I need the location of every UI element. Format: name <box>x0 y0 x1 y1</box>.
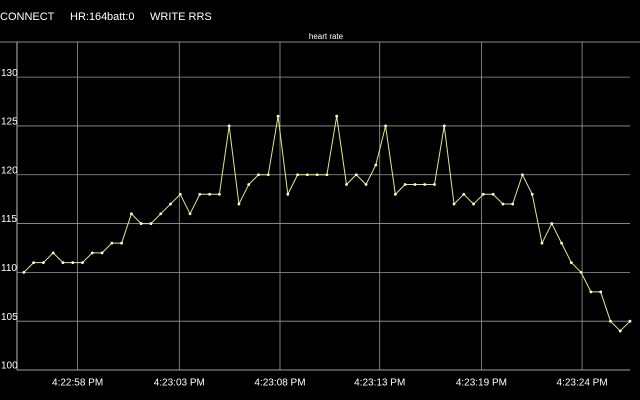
y-tick-label: 125 <box>1 117 18 128</box>
data-point <box>237 202 241 206</box>
heart-rate-label: HR:164 <box>70 11 107 23</box>
data-point <box>32 261 36 265</box>
data-point <box>227 124 231 128</box>
data-point <box>266 173 270 177</box>
data-point <box>403 183 407 186</box>
x-tick-label: 4:23:08 PM <box>254 378 305 389</box>
chart-title: heart rate <box>309 32 344 41</box>
data-point <box>472 202 475 206</box>
data-point <box>501 202 505 206</box>
y-tick-label: 100 <box>1 361 18 372</box>
data-point <box>442 124 446 128</box>
data-point <box>560 241 563 245</box>
data-point <box>169 202 172 206</box>
data-point <box>393 192 397 196</box>
battery-label: batt:0 <box>107 11 135 23</box>
data-point <box>305 173 309 177</box>
data-point <box>286 192 290 196</box>
x-tick-label: 4:23:24 PM <box>557 378 608 389</box>
data-point <box>276 114 280 118</box>
data-point <box>462 192 466 196</box>
data-point <box>149 222 153 225</box>
data-point <box>71 261 75 265</box>
data-point <box>589 290 593 294</box>
x-tick-label: 4:22:58 PM <box>52 378 103 389</box>
x-tick-label: 4:23:03 PM <box>154 378 205 389</box>
data-point <box>413 183 417 186</box>
data-point <box>90 251 94 255</box>
data-point <box>374 163 378 167</box>
data-point <box>521 173 524 177</box>
data-point <box>345 183 348 186</box>
y-tick-label: 110 <box>1 263 17 274</box>
data-point <box>354 173 358 177</box>
data-point <box>325 173 329 177</box>
y-tick-label: 130 <box>1 68 18 79</box>
data-point <box>423 183 427 186</box>
data-point <box>257 173 260 177</box>
data-point <box>129 212 133 216</box>
data-point <box>481 192 485 196</box>
data-point <box>296 173 299 177</box>
data-point <box>217 192 221 196</box>
data-point <box>247 183 251 186</box>
data-point <box>110 241 114 245</box>
data-point <box>188 212 192 216</box>
y-tick-label: 115 <box>1 214 17 225</box>
data-point <box>609 319 612 323</box>
data-point <box>208 192 212 196</box>
data-point <box>579 270 583 274</box>
data-point <box>335 114 339 118</box>
data-point <box>139 222 143 225</box>
data-point <box>628 319 632 323</box>
data-point <box>100 251 104 255</box>
data-point <box>198 192 202 196</box>
data-point <box>159 212 163 216</box>
data-point <box>81 261 84 265</box>
data-point <box>51 251 55 255</box>
data-point <box>540 241 544 245</box>
data-point <box>491 192 495 196</box>
data-point <box>618 329 622 333</box>
data-point <box>452 202 456 206</box>
data-point <box>315 173 319 177</box>
data-point <box>61 261 65 265</box>
data-point <box>384 124 387 128</box>
data-point <box>120 241 124 245</box>
data-point <box>364 183 368 186</box>
data-point <box>178 192 182 196</box>
data-point <box>599 290 603 294</box>
x-tick-label: 4:23:19 PM <box>456 378 507 389</box>
data-point <box>530 192 534 196</box>
data-point <box>550 222 554 225</box>
write-rrs-button[interactable]: WRITE RRS <box>150 11 212 23</box>
data-point <box>22 270 26 274</box>
data-point <box>569 261 573 265</box>
y-tick-label: 120 <box>1 165 18 176</box>
y-tick-label: 105 <box>1 312 18 323</box>
data-point <box>511 202 515 206</box>
data-point <box>41 261 45 265</box>
connect-button[interactable]: CONNECT <box>0 11 55 23</box>
data-point <box>433 183 436 186</box>
x-tick-label: 4:23:13 PM <box>354 378 405 389</box>
